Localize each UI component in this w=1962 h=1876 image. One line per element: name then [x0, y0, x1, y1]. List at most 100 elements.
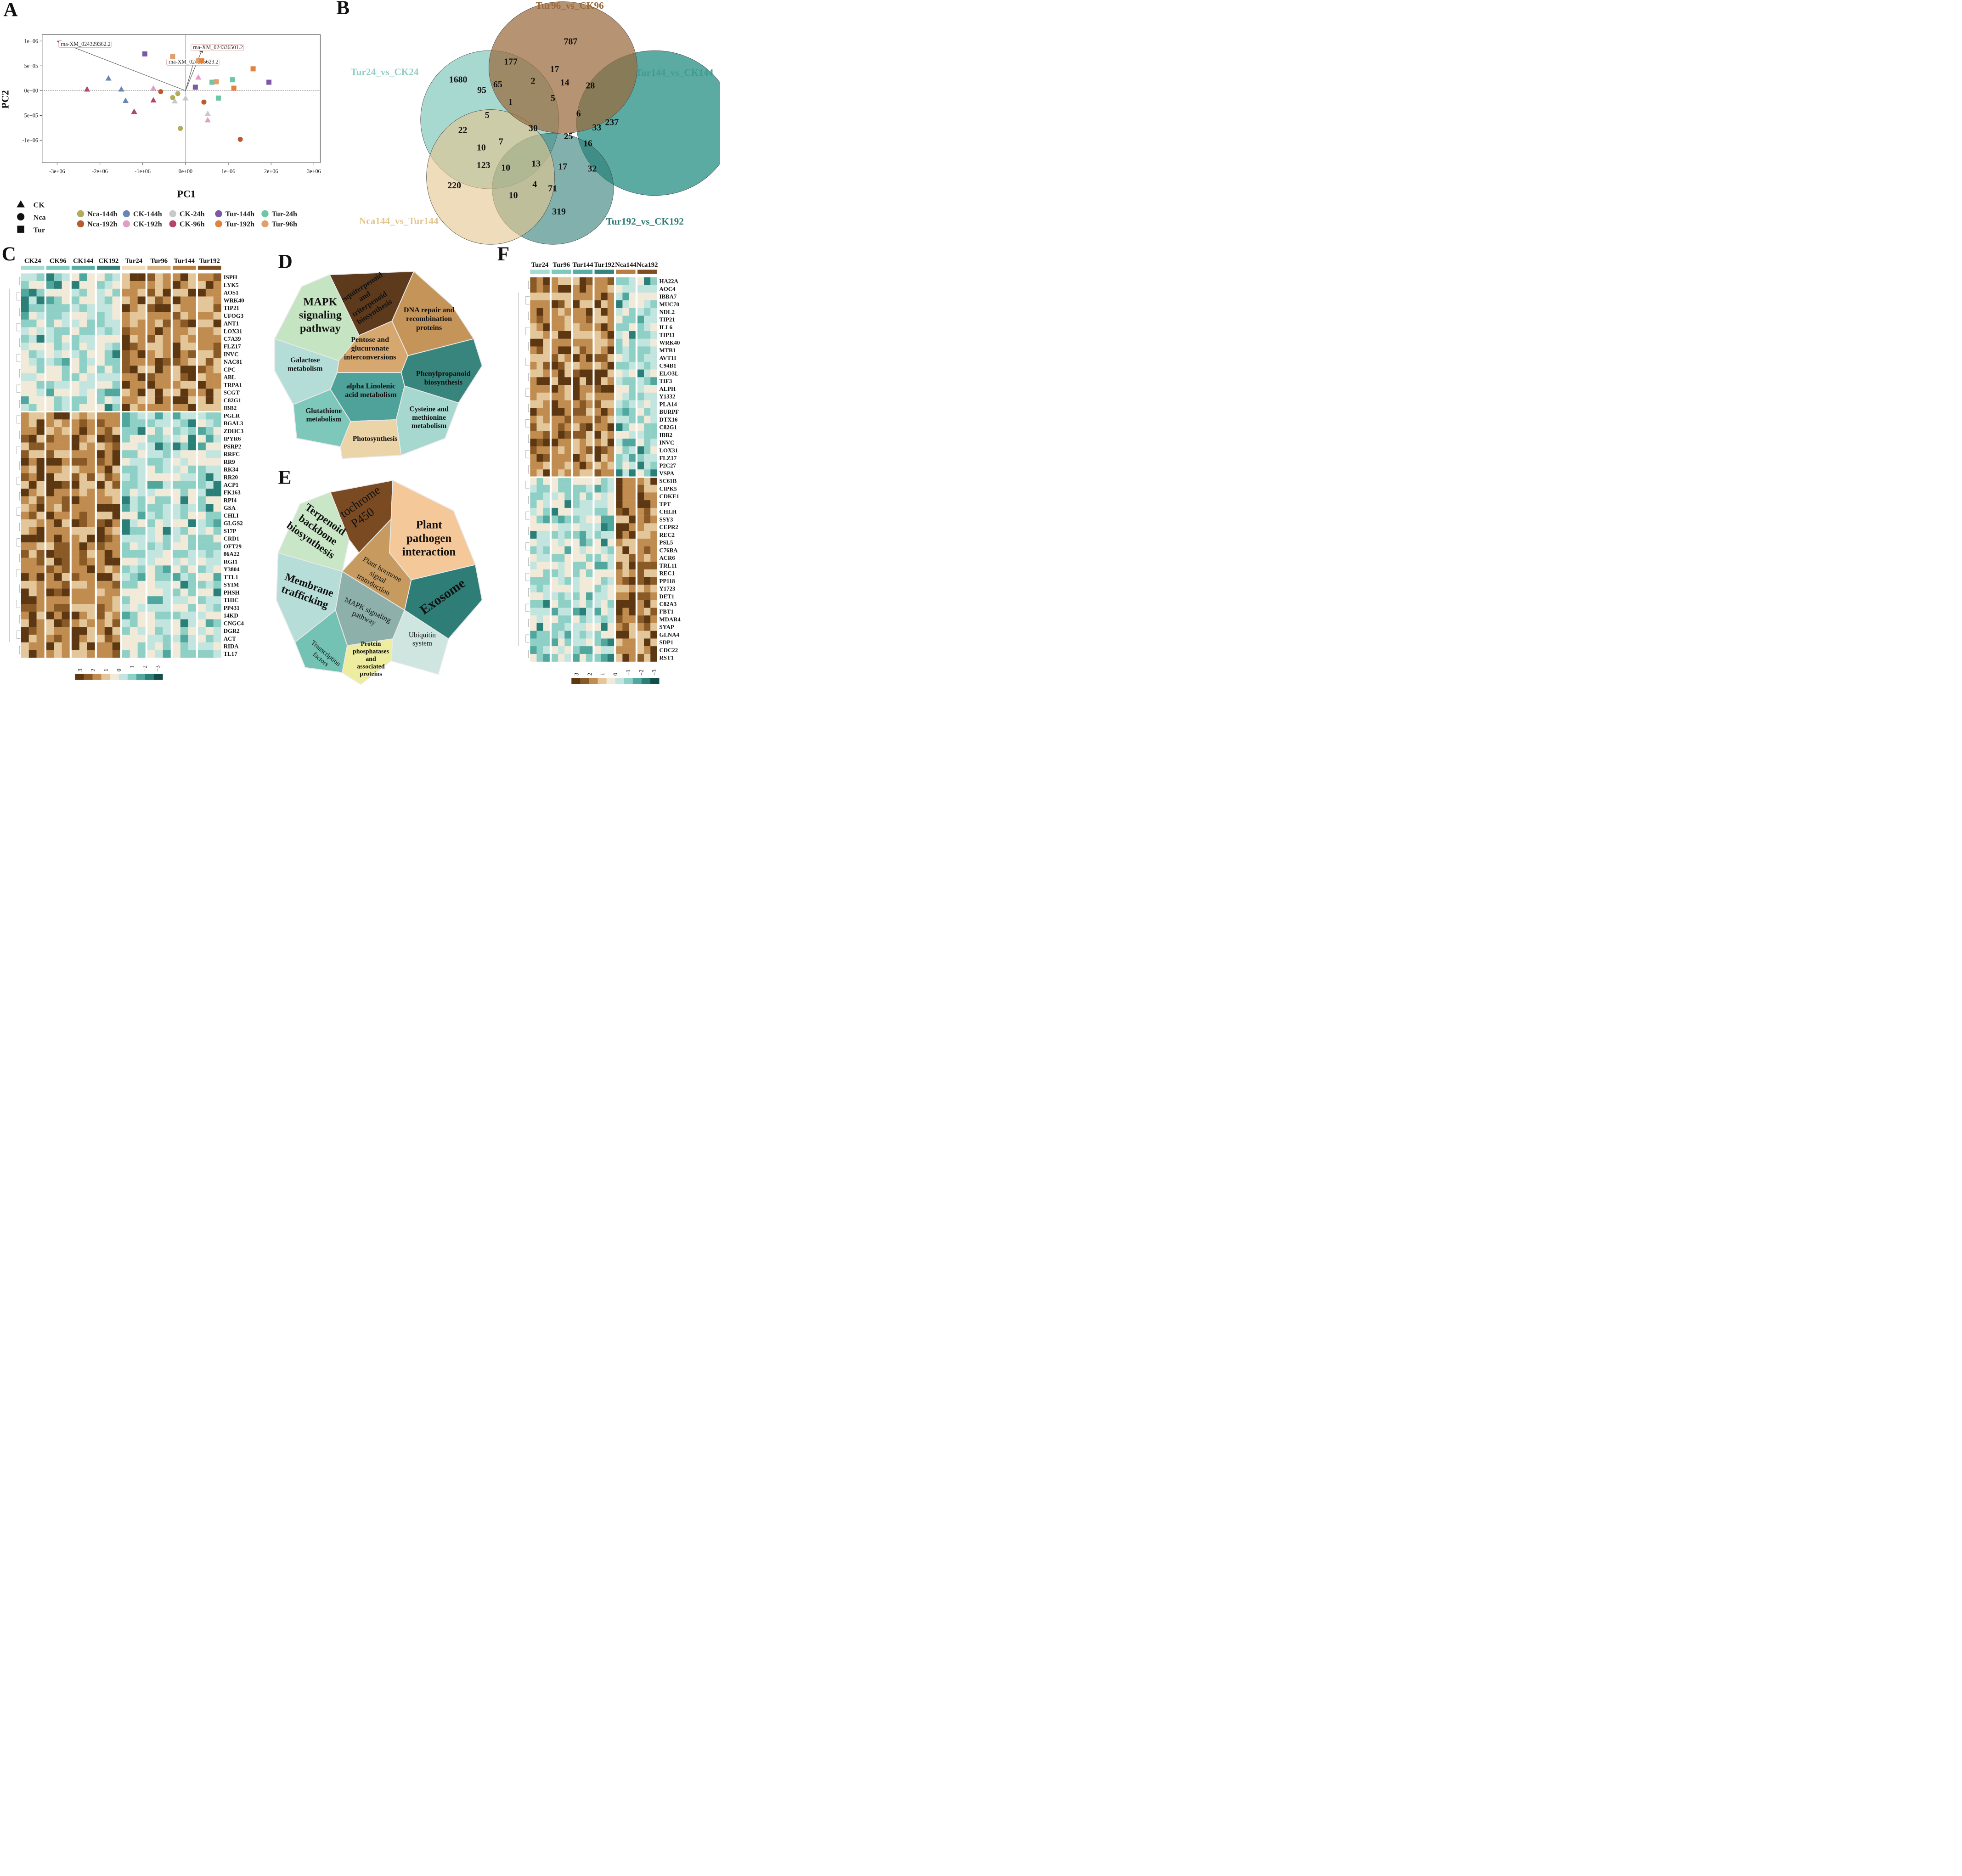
pca-ytick-label: -5e+05 — [23, 113, 38, 119]
heatmap-c-cell — [87, 519, 95, 527]
heatmap-f-cell — [601, 600, 608, 608]
heatmap-f-cell — [622, 423, 629, 431]
heatmap-f-cell — [644, 492, 651, 501]
heatmap-f-cell — [616, 623, 623, 631]
heatmap-f-cell — [650, 361, 657, 370]
heatmap-c-cell — [104, 488, 113, 496]
heatmap-f-cell — [579, 338, 586, 347]
heatmap-c-cell — [21, 450, 29, 458]
heatmap-c-cell — [137, 642, 146, 650]
heatmap-f-cell — [564, 600, 571, 608]
legend-color-dot — [123, 210, 130, 218]
heatmap-c-cell — [46, 434, 54, 443]
heatmap-f-cell — [644, 638, 651, 647]
heatmap-c-cell — [188, 389, 196, 397]
heatmap-c-cell — [205, 389, 214, 397]
heatmap-c-cell — [163, 627, 171, 635]
heatmap-c-cell — [213, 527, 221, 535]
heatmap-c-cell — [46, 450, 54, 458]
heatmap-c-cell — [71, 396, 79, 405]
heatmap-f-cell — [552, 308, 558, 316]
heatmap-c-cell — [122, 442, 130, 451]
heatmap-c-cell — [155, 512, 163, 520]
heatmap-c-cell — [71, 442, 79, 451]
heatmap-c-cell — [104, 527, 113, 535]
heatmap-c-cell — [122, 473, 130, 481]
heatmap-c-cell — [46, 650, 54, 658]
heatmap-f-cell — [543, 300, 550, 308]
heatmap-c-cell — [62, 627, 70, 635]
venn-count: 22 — [458, 125, 468, 135]
heatmap-f-cell — [629, 315, 636, 324]
heatmap-f-cell — [543, 615, 550, 624]
heatmap-c-cell — [46, 419, 54, 428]
heatmap-c-cell — [46, 588, 54, 597]
heatmap-f-cell — [573, 369, 580, 377]
heatmap-f-gene-label: REC1 — [659, 570, 675, 577]
heatmap-f-cell — [644, 654, 651, 662]
heatmap-f-cell — [622, 615, 629, 624]
heatmap-f-cell — [601, 615, 608, 624]
heatmap-f-cell — [644, 369, 651, 377]
heatmap-c-cell — [122, 304, 130, 312]
heatmap-f-cell — [622, 638, 629, 647]
heatmap-f-cell — [573, 477, 580, 485]
heatmap-f-cell — [629, 462, 636, 470]
heatmap-c-cell — [213, 588, 221, 597]
heatmap-f-cell — [594, 308, 601, 316]
venn-count: 4 — [532, 180, 537, 190]
heatmap-c-cell — [112, 281, 120, 289]
heatmap-c-cell — [36, 642, 45, 650]
legend-color-label: Nca-144h — [87, 210, 117, 218]
heatmap-c-dendrogram-branch — [19, 369, 21, 377]
heatmap-f-cell — [543, 477, 550, 485]
heatmap-f-cell — [622, 277, 629, 285]
heatmap-c-cell — [96, 450, 105, 458]
heatmap-c-gene-label: FLZ17 — [224, 344, 241, 350]
heatmap-c-cell — [137, 558, 146, 566]
heatmap-f-cell — [637, 507, 644, 516]
heatmap-f-cell — [573, 377, 580, 385]
heatmap-f-cell — [644, 569, 651, 577]
heatmap-f-cell — [558, 538, 565, 546]
heatmap-c-cell — [163, 442, 171, 451]
heatmap-c-cell — [163, 642, 171, 650]
heatmap-f-cell — [637, 323, 644, 332]
heatmap-c-cell — [79, 527, 87, 535]
heatmap-f-cell — [650, 323, 657, 332]
heatmap-f-cell — [637, 446, 644, 454]
heatmap-c-gene-label: 14KD — [224, 613, 238, 619]
heatmap-c-cell — [180, 358, 188, 366]
heatmap-c-cell — [213, 373, 221, 381]
heatmap-f-cell — [594, 623, 601, 631]
heatmap-f-cell — [536, 277, 543, 285]
heatmap-c-cell — [87, 481, 95, 489]
heatmap-c-group-bar — [71, 265, 95, 270]
heatmap-c-cell — [36, 273, 45, 282]
heatmap-f-cell — [616, 492, 623, 501]
heatmap-c-cell — [62, 427, 70, 435]
heatmap-f-cell — [616, 608, 623, 616]
heatmap-c-cell — [62, 642, 70, 650]
legend-shape-label: Nca — [34, 214, 46, 222]
heatmap-f-cell — [629, 538, 636, 546]
heatmap-f-cell — [536, 369, 543, 377]
heatmap-f-cell — [637, 654, 644, 662]
pca-point-circle — [201, 99, 207, 105]
heatmap-f-cell — [573, 446, 580, 454]
heatmap-f-cell — [644, 408, 651, 416]
heatmap-c-cell — [163, 450, 171, 458]
heatmap-c-dendrogram-branch — [16, 446, 21, 455]
heatmap-c-cell — [213, 358, 221, 366]
heatmap-c-cell — [36, 358, 45, 366]
heatmap-c-cell — [197, 427, 206, 435]
heatmap-c-cell — [163, 512, 171, 520]
heatmap-c-cell — [21, 442, 29, 451]
heatmap-c-cell — [104, 504, 113, 512]
heatmap-c-cell — [188, 588, 196, 597]
heatmap-f-cell — [644, 646, 651, 654]
heatmap-f-cell — [543, 408, 550, 416]
heatmap-f-cell — [607, 577, 615, 585]
heatmap-c-cell — [21, 273, 29, 282]
heatmap-c-cell — [163, 481, 171, 489]
